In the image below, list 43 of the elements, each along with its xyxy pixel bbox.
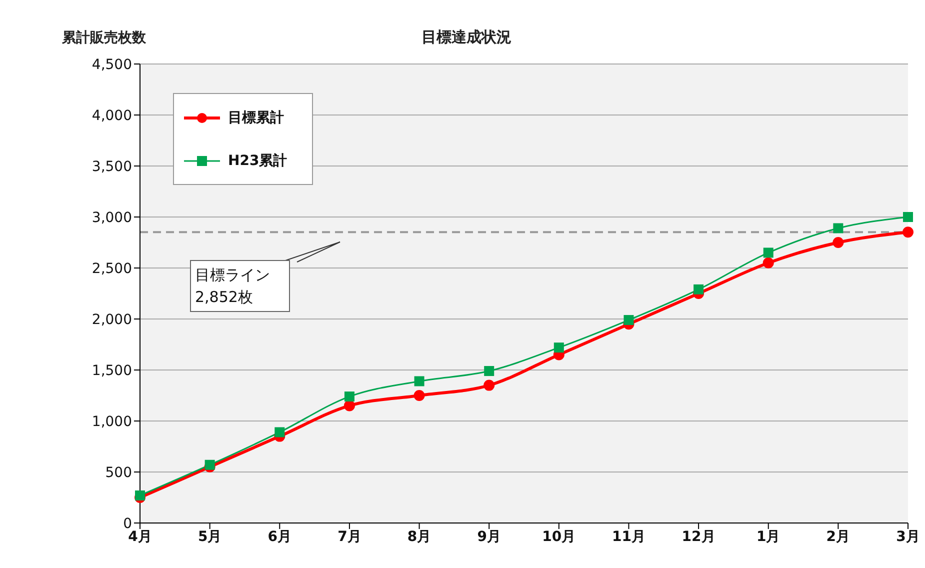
- y-tick-label: 3,500: [92, 158, 132, 175]
- point: [833, 223, 844, 234]
- y-tick-label: 2,000: [92, 312, 132, 328]
- chart-title: 目標達成状況: [422, 28, 512, 46]
- y-tick-label: 2,500: [92, 260, 132, 277]
- point: [903, 212, 913, 222]
- y-tick-label: 4,500: [92, 56, 132, 73]
- legend-label: H23累計: [228, 152, 288, 170]
- point: [414, 390, 425, 401]
- x-tick-label: 7月: [338, 528, 362, 545]
- x-tick-label: 3月: [896, 528, 920, 545]
- point: [762, 257, 774, 268]
- point: [414, 376, 424, 386]
- x-tick-label: 6月: [268, 528, 292, 545]
- point: [204, 460, 215, 470]
- x-tick-label: 1月: [756, 528, 780, 545]
- point: [274, 427, 285, 438]
- y-tick-label: 4,000: [92, 108, 132, 124]
- point: [694, 284, 704, 294]
- x-tick-label: 12月: [682, 528, 716, 545]
- y-tick-label: 3,000: [92, 210, 132, 226]
- point: [763, 248, 774, 258]
- y-tick-label: 500: [105, 464, 132, 481]
- point: [832, 237, 844, 248]
- x-tick-label: 8月: [407, 528, 432, 545]
- y-tick-label: 1,500: [92, 362, 132, 379]
- ref-line-label: 目標ライン 2,852枚: [195, 265, 271, 308]
- point: [484, 366, 494, 376]
- x-tick-label: 10月: [542, 528, 576, 545]
- x-tick-label: 2月: [826, 528, 850, 545]
- x-tick-label: 5月: [198, 528, 222, 545]
- y-axis-title: 累計販売枚数: [61, 30, 147, 46]
- point: [135, 490, 145, 500]
- point: [902, 226, 914, 238]
- point: [344, 400, 355, 412]
- point: [624, 315, 634, 326]
- legend-label: 目標累計: [228, 108, 284, 126]
- x-tick-label: 9月: [477, 528, 501, 545]
- point: [484, 380, 495, 391]
- point: [344, 392, 354, 402]
- point: [554, 342, 564, 353]
- y-tick-label: 1,000: [92, 414, 132, 430]
- x-tick-label: 11月: [612, 528, 646, 545]
